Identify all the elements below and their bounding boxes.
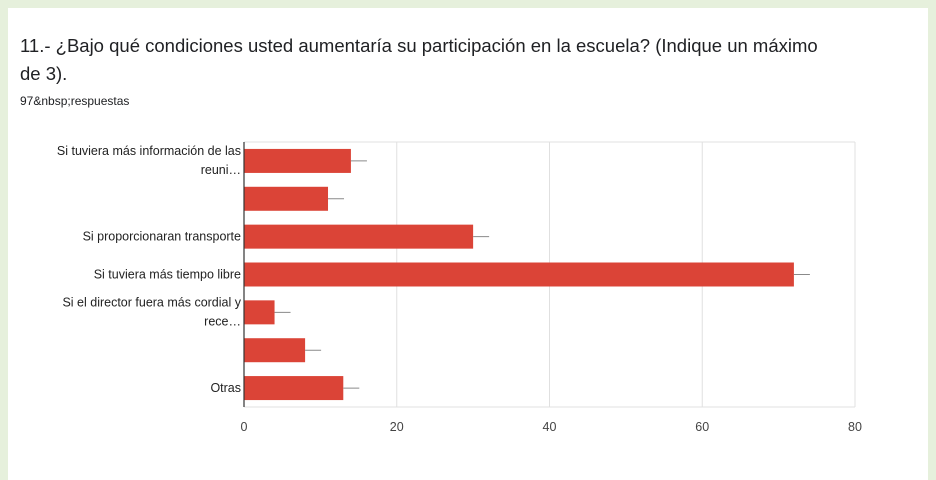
- x-tick-label: 80: [848, 420, 862, 434]
- bar: [244, 262, 794, 287]
- bar: [244, 376, 344, 401]
- x-tick-label: 40: [543, 420, 557, 434]
- x-tick-label: 20: [390, 420, 404, 434]
- responses-count: 97&nbsp;respuestas: [20, 94, 130, 108]
- category-label: reuni…: [201, 163, 241, 177]
- question-title-line1: 11.- ¿Bajo qué condiciones usted aumenta…: [20, 35, 818, 56]
- bar: [244, 148, 351, 173]
- question-title-line2: de 3).: [20, 63, 68, 84]
- bar: [244, 338, 306, 363]
- category-label: Si tuviera más tiempo libre: [94, 268, 241, 282]
- bar: [244, 224, 474, 249]
- question-title: 11.- ¿Bajo qué condiciones usted aumenta…: [20, 32, 910, 88]
- bar: [244, 186, 329, 211]
- category-label: Si tuviera más información de las: [57, 144, 241, 158]
- category-label: Otras: [210, 381, 241, 395]
- x-tick-label: 60: [695, 420, 709, 434]
- bar: [244, 300, 275, 325]
- x-tick-label: 0: [241, 420, 248, 434]
- category-label: rece…: [204, 314, 241, 328]
- category-label: Si proporcionaran transporte: [83, 230, 241, 244]
- category-label: Si el director fuera más cordial y: [62, 295, 241, 309]
